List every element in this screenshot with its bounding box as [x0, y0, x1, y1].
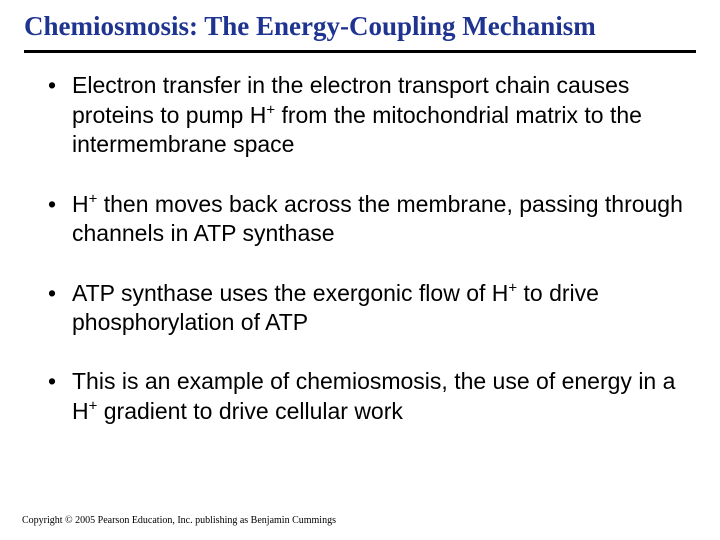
bullet-item: H+ then moves back across the membrane, … [52, 190, 686, 249]
slide: Chemiosmosis: The Energy-Coupling Mechan… [0, 0, 720, 540]
bullet-list: Electron transfer in the electron transp… [24, 71, 696, 426]
bullet-item: ATP synthase uses the exergonic flow of … [52, 279, 686, 338]
slide-title: Chemiosmosis: The Energy-Coupling Mechan… [24, 10, 696, 42]
bullet-item: This is an example of chemiosmosis, the … [52, 367, 686, 426]
copyright-text: Copyright © 2005 Pearson Education, Inc.… [22, 515, 336, 526]
title-rule [24, 50, 696, 53]
bullet-item: Electron transfer in the electron transp… [52, 71, 686, 159]
